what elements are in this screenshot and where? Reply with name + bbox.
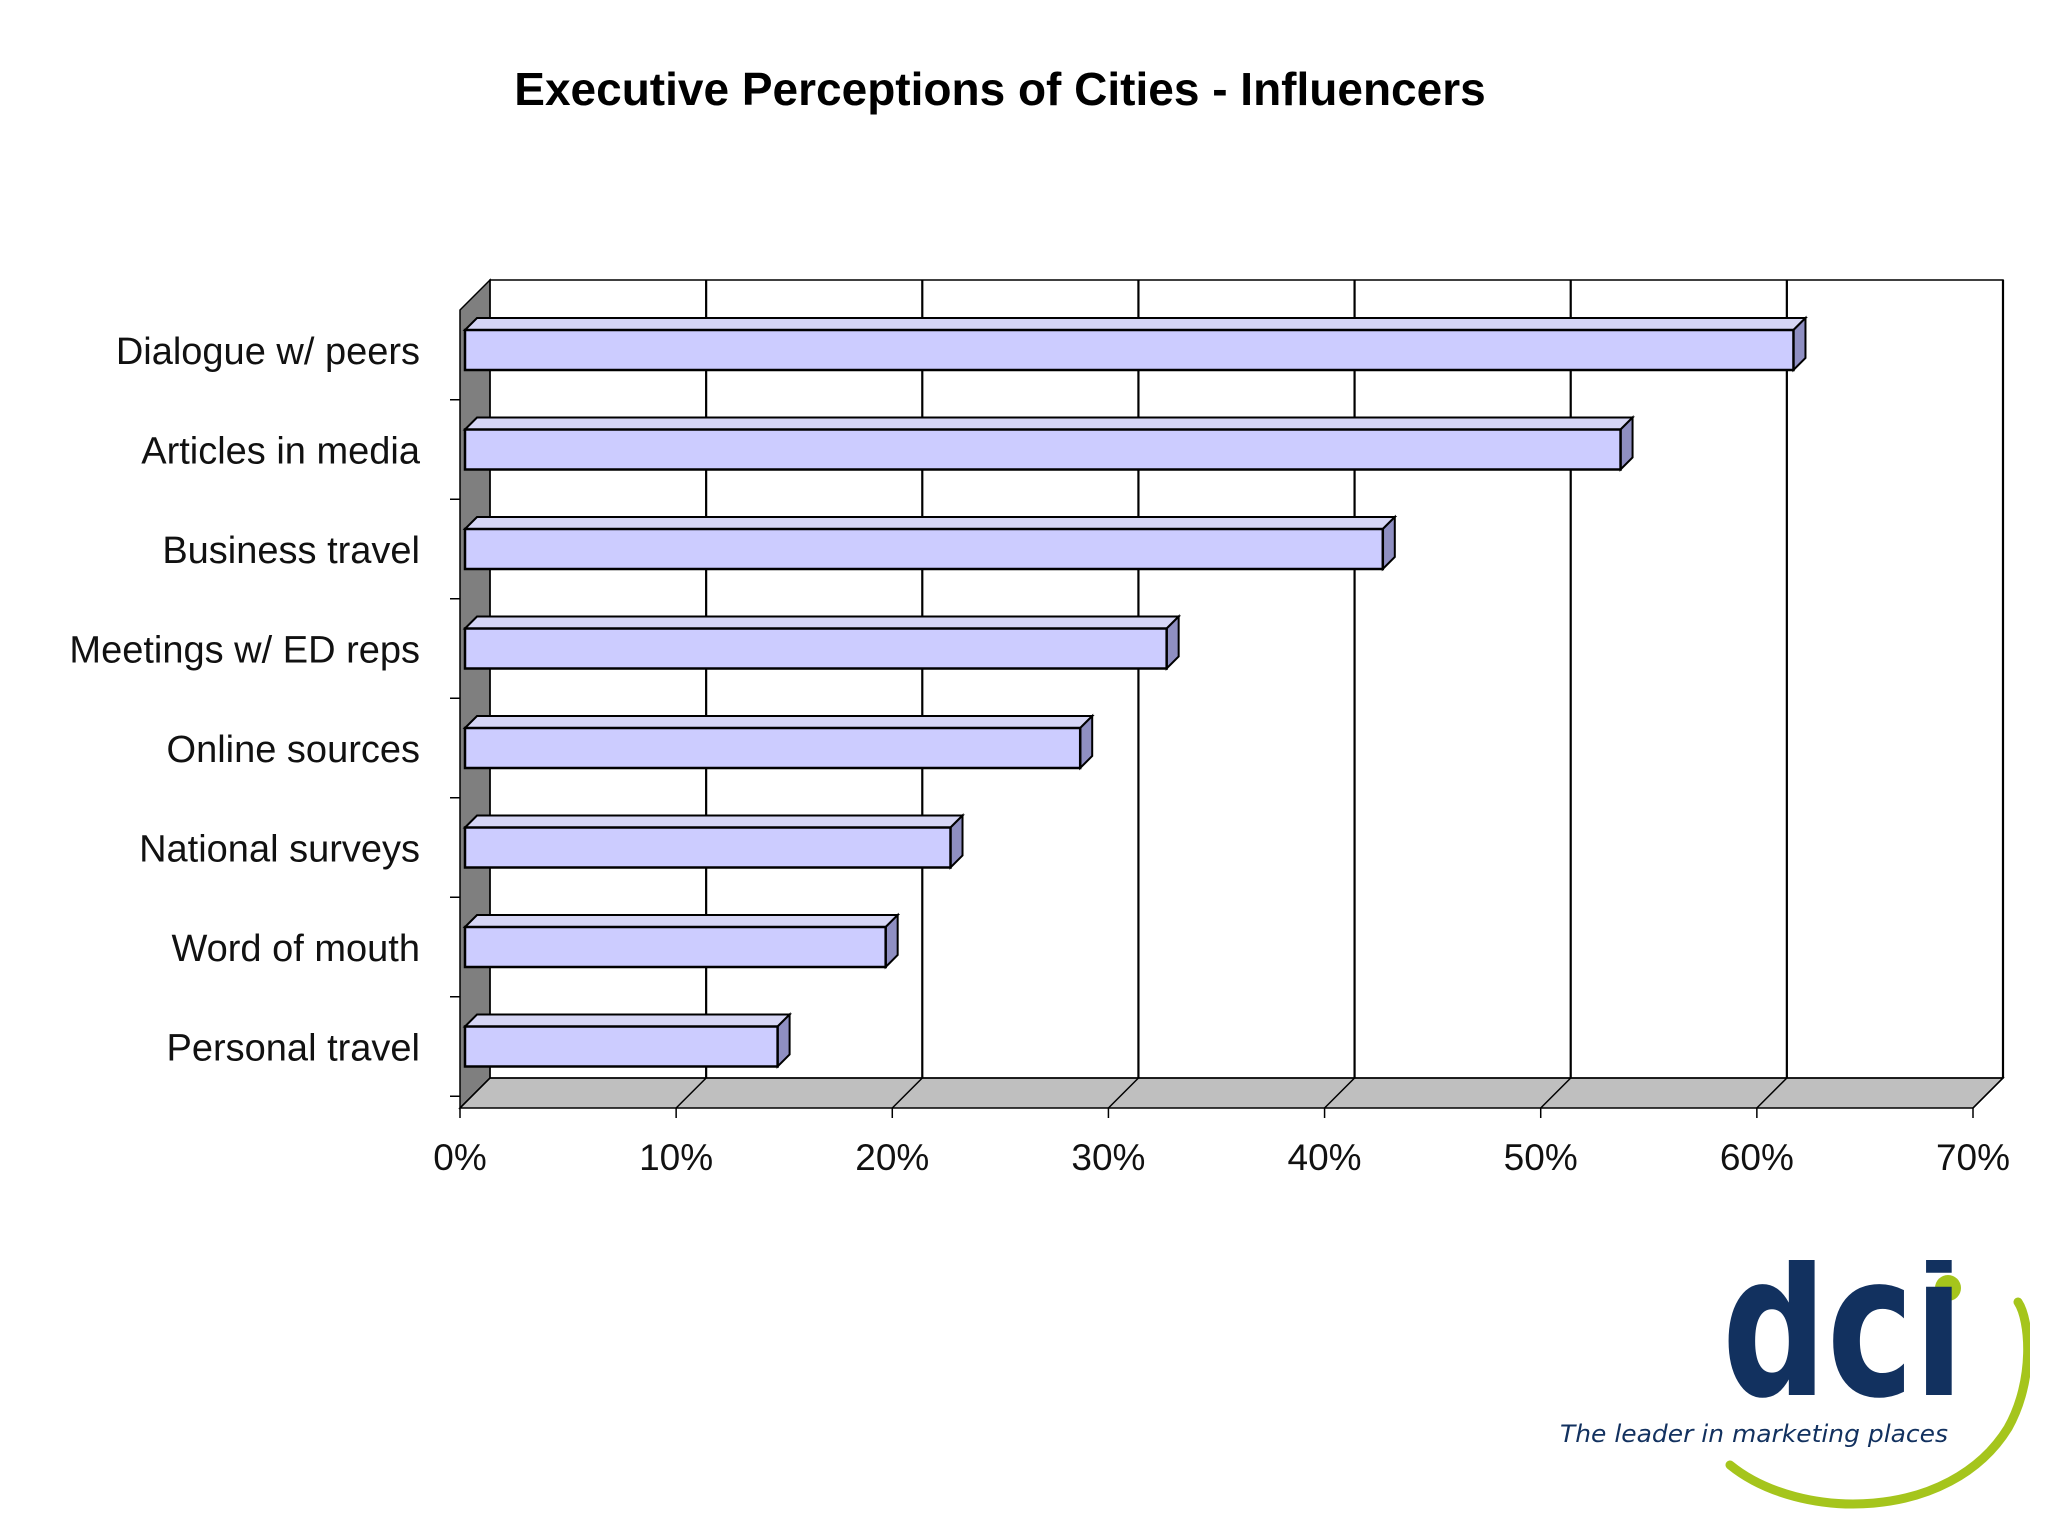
bars — [462, 315, 1808, 1069]
x-tick-label: 70% — [1936, 1137, 2010, 1178]
logo-dot — [1935, 1275, 1961, 1301]
x-tick-label: 20% — [855, 1137, 929, 1178]
bar — [463, 328, 1795, 372]
dci-logo: dci The leader in marketing places — [1560, 1260, 2030, 1509]
x-tick-label: 50% — [1504, 1137, 1578, 1178]
logo-tagline: The leader in marketing places — [1560, 1420, 1948, 1448]
category-label: Business travel — [162, 530, 420, 572]
bar — [463, 527, 1385, 571]
gridlines — [450, 280, 2005, 1118]
category-label: Articles in media — [141, 431, 421, 473]
category-label: Dialogue w/ peers — [116, 331, 420, 373]
x-tick-label: 60% — [1720, 1137, 1794, 1178]
x-tick-label: 0% — [433, 1137, 486, 1178]
logo-swoosh — [1725, 1297, 2030, 1509]
chart-walls — [458, 278, 2005, 1110]
category-labels: Dialogue w/ peers Articles in media Busine… — [69, 331, 420, 1070]
x-tick-label: 30% — [1071, 1137, 1145, 1178]
floor-gridline — [1324, 1077, 1356, 1109]
logo-wordmark: dci — [1722, 1260, 1964, 1442]
floor-gridline — [1540, 1077, 1572, 1109]
category-label: Meetings w/ ED reps — [69, 630, 420, 672]
x-tick-label: 40% — [1288, 1137, 1362, 1178]
floor-gridline — [675, 1077, 707, 1109]
bar-top — [462, 516, 1398, 530]
x-tick-labels: 0% 10% 20% 30% 40% 50% 60% 70% — [433, 1137, 2010, 1178]
category-label: Personal travel — [167, 1028, 420, 1070]
bar-top — [462, 615, 1182, 630]
floor-gridline — [1107, 1077, 1139, 1109]
bar-top — [462, 1013, 793, 1028]
x-tick-label: 10% — [639, 1137, 713, 1178]
left-wall — [459, 278, 491, 1110]
bar-top — [462, 416, 1635, 431]
chart-title: Executive Perceptions of Cities - Influe… — [514, 63, 1486, 115]
bar — [463, 925, 887, 969]
bar — [463, 826, 952, 869]
category-label: Word of mouth — [171, 928, 420, 970]
bar — [463, 1025, 779, 1068]
floor-gridline — [459, 1077, 491, 1109]
bar — [463, 726, 1082, 770]
floor-gridline — [1756, 1077, 1788, 1109]
bar-top — [462, 715, 1095, 729]
floor-gridline — [891, 1077, 923, 1109]
bar-top — [462, 814, 965, 829]
category-label: Online sources — [167, 729, 420, 771]
floor-gridline — [1972, 1077, 2004, 1109]
bar — [463, 627, 1168, 670]
bar-top — [462, 317, 1808, 331]
bar — [463, 428, 1622, 471]
bar-top — [462, 914, 901, 928]
category-label: National surveys — [139, 829, 420, 871]
